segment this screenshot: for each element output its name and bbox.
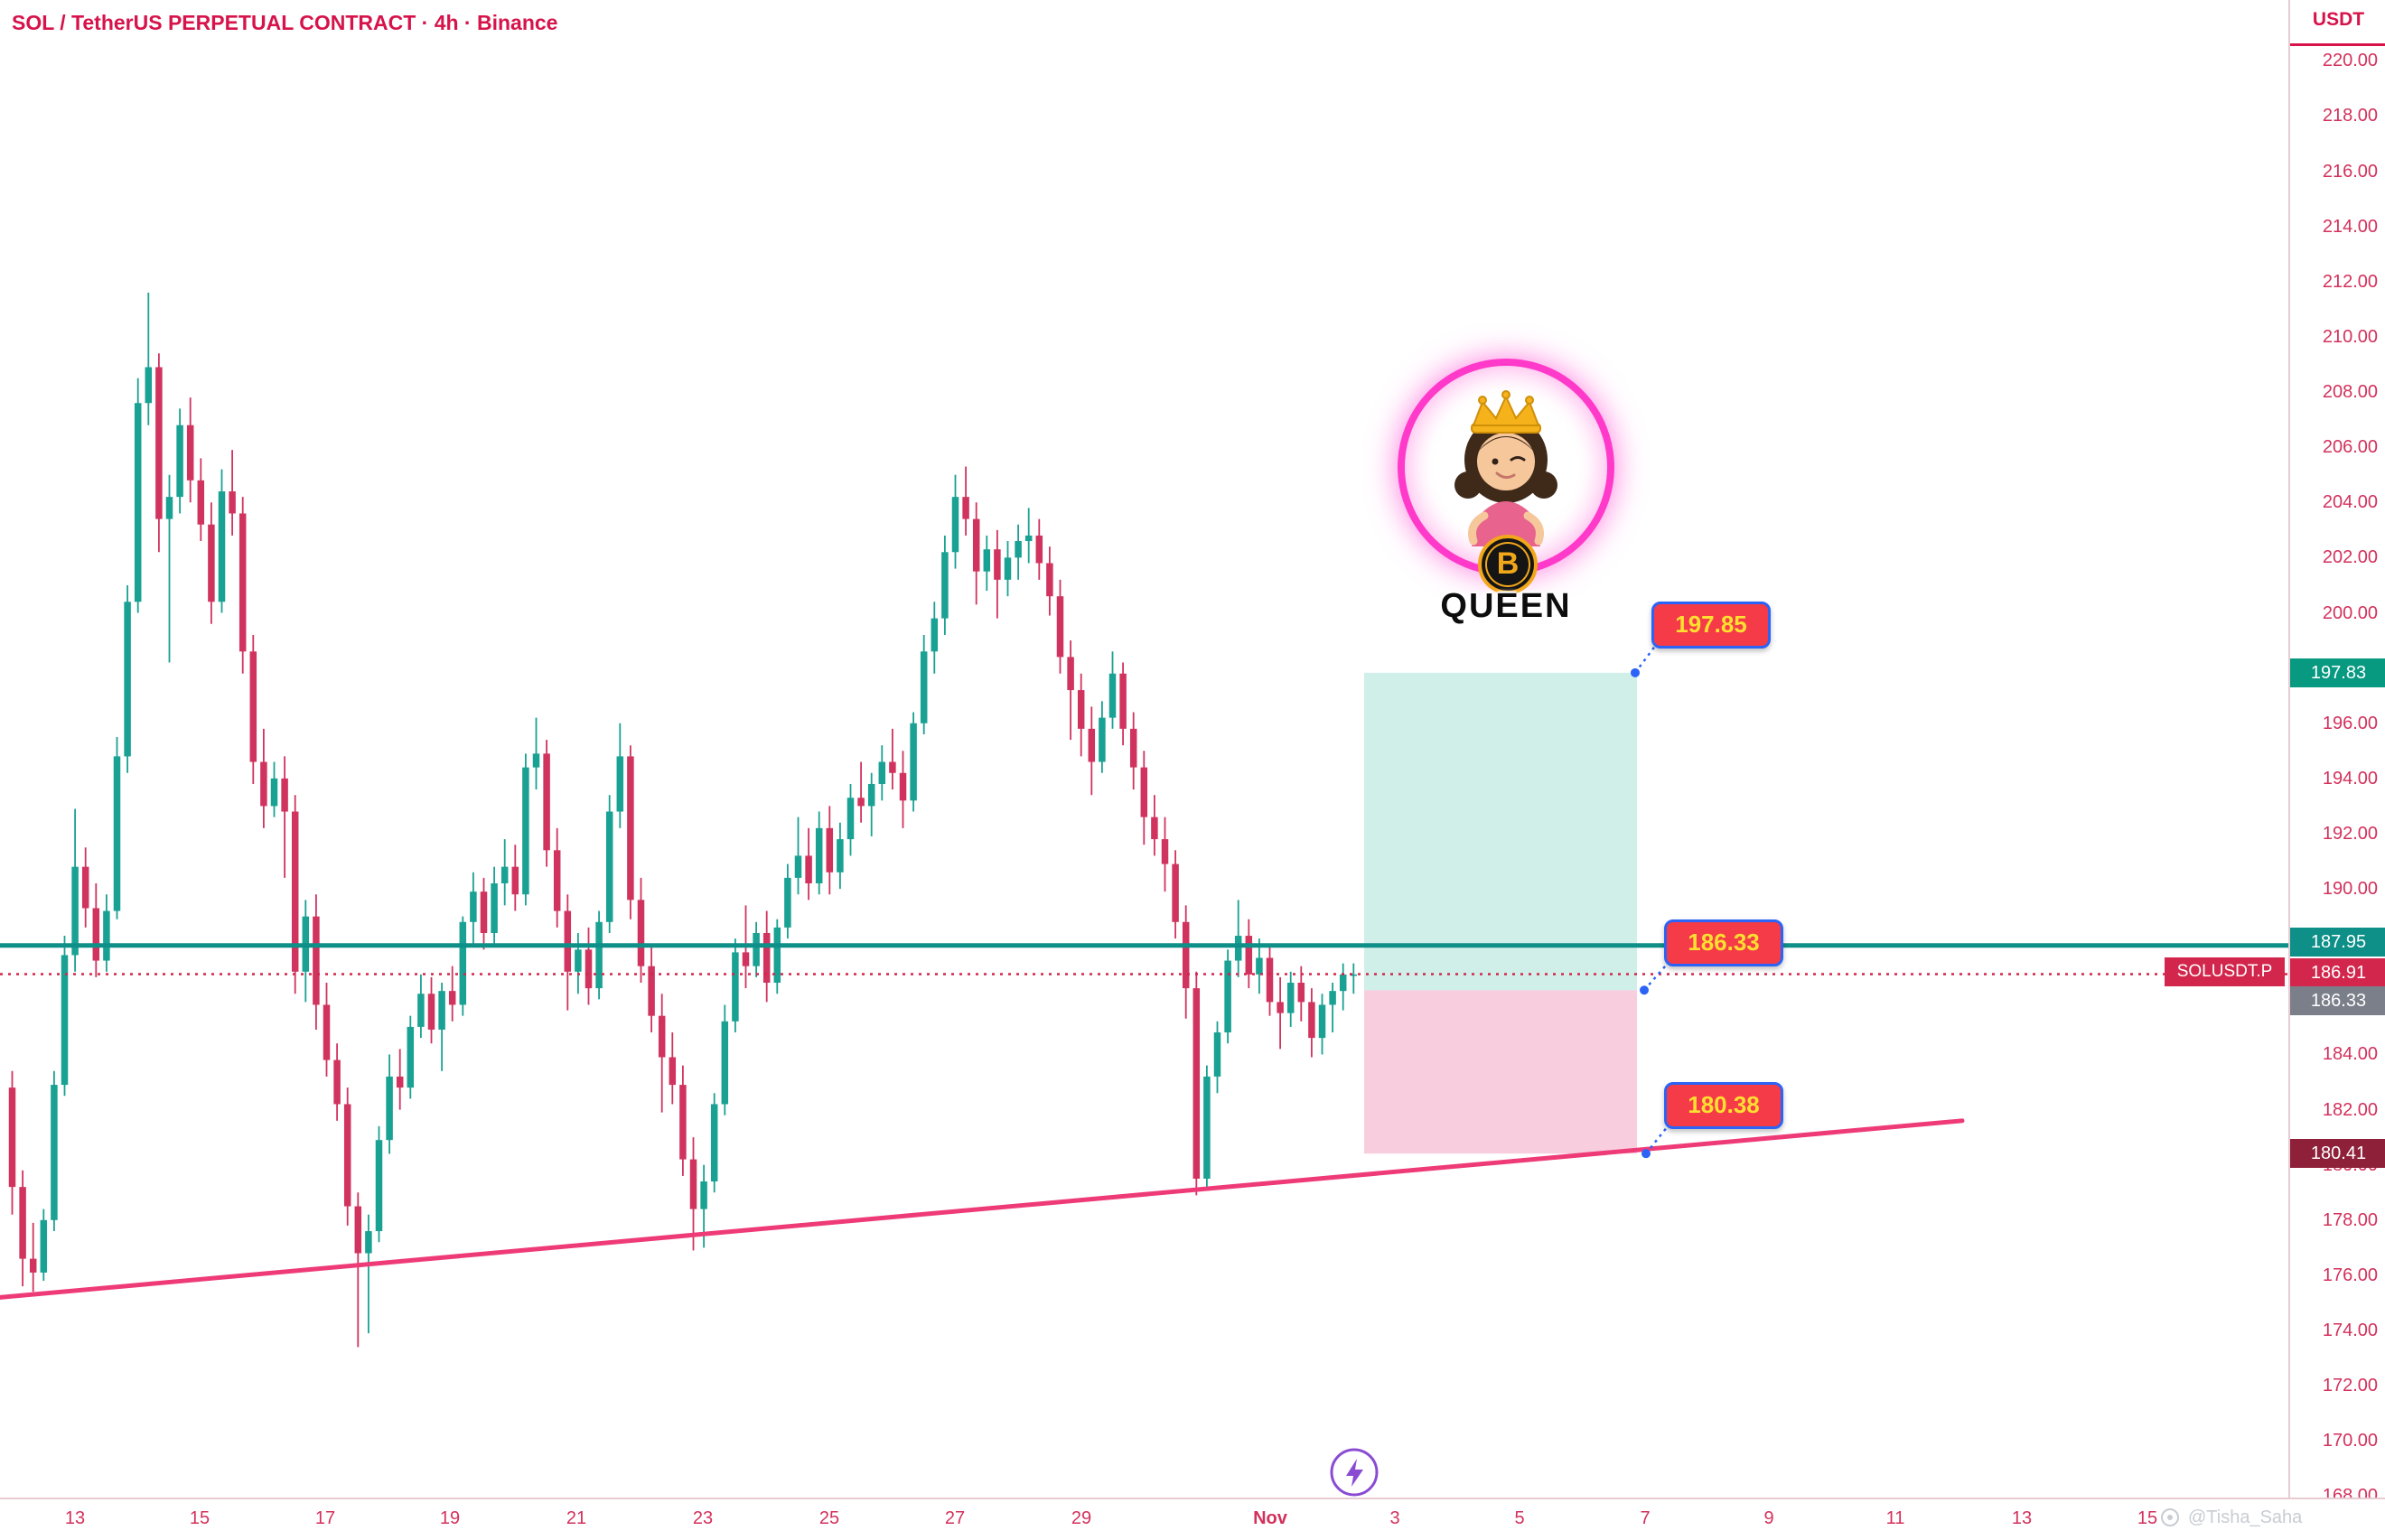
price-tick-label: 220.00 (2322, 51, 2378, 71)
bitcoin-coin-icon: B (1478, 535, 1538, 594)
price-axis[interactable]: USDT 220.00 218.00 216.00 214.00 212.00 210.0… (2288, 0, 2385, 1506)
price-tick-label: 196.00 (2322, 713, 2378, 733)
price-tick-label: 194.00 (2322, 768, 2378, 789)
queen-logo-text: QUEEN (1440, 587, 1572, 625)
time-tick-label: 7 (1640, 1508, 1651, 1528)
time-tick-label: 27 (944, 1508, 966, 1528)
time-tick-label: 9 (1763, 1508, 1774, 1528)
price-tick-label: 210.00 (2322, 326, 2378, 347)
price-axis-badge: 186.33 (2290, 986, 2385, 1016)
price-tick-label: 212.00 (2322, 271, 2378, 292)
price-tick-label: 206.00 (2322, 437, 2378, 458)
time-tick-label: 23 (692, 1508, 714, 1528)
time-tick-label: 21 (566, 1508, 587, 1528)
time-tick-label: 17 (314, 1508, 336, 1528)
time-tick-label: 13 (64, 1508, 86, 1528)
long-position-profit-zone[interactable] (1364, 672, 1637, 991)
price-tick-label: 204.00 (2322, 492, 2378, 513)
symbol-title[interactable]: SOL / TetherUS PERPETUAL CONTRACT · 4h ·… (12, 11, 558, 34)
price-axis-badge: 186.91 (2290, 957, 2385, 987)
long-position-loss-zone[interactable] (1364, 990, 1637, 1154)
time-tick-label: 29 (1071, 1508, 1092, 1528)
time-axis[interactable]: 13 15 17 19 21 23 25 27 29 Nov 3 5 7 9 11 13 15 (0, 1498, 2385, 1540)
time-tick-label: Nov (1253, 1508, 1287, 1528)
price-tick-label: 184.00 (2322, 1044, 2378, 1065)
target-icon (2161, 1508, 2179, 1526)
time-tick-label: 15 (2137, 1508, 2158, 1528)
price-callout[interactable]: 186.33 (1664, 919, 1783, 966)
price-tick-label: 202.00 (2322, 547, 2378, 568)
price-tick-label: 216.00 (2322, 161, 2378, 182)
ascending-trendline[interactable] (0, 1118, 1965, 1300)
price-tick-label: 182.00 (2322, 1099, 2378, 1120)
time-tick-label: 11 (1885, 1508, 1905, 1528)
lightning-icon[interactable] (1329, 1447, 1380, 1498)
chart-canvas[interactable] (0, 0, 2288, 1498)
queen-logo-ring (1398, 359, 1614, 575)
price-tick-label: 176.00 (2322, 1265, 2378, 1285)
last-price-symbol-tag: SOLUSDT.P (2165, 957, 2285, 986)
currency-label: USDT (2290, 0, 2385, 46)
price-tick-label: 192.00 (2322, 823, 2378, 844)
time-tick-label: 15 (189, 1508, 210, 1528)
price-axis-badge: 187.95 (2290, 927, 2385, 957)
time-tick-label: 5 (1514, 1508, 1525, 1528)
price-tick-label: 208.00 (2322, 382, 2378, 403)
price-tick-label: 172.00 (2322, 1376, 2378, 1396)
price-axis-badge: 180.41 (2290, 1139, 2385, 1169)
time-tick-label: 3 (1389, 1508, 1400, 1528)
price-callout[interactable]: 180.38 (1664, 1082, 1783, 1129)
time-tick-label: 19 (439, 1508, 461, 1528)
candlestick-series (8, 293, 1358, 1348)
price-axis-badge: 197.83 (2290, 658, 2385, 687)
watermark: @Tisha_Saha (2159, 1507, 2302, 1528)
price-callout[interactable]: 197.85 (1651, 602, 1771, 649)
time-tick-label: 13 (2011, 1508, 2033, 1528)
price-tick-label: 178.00 (2322, 1209, 2378, 1230)
watermark-handle: @Tisha_Saha (2188, 1507, 2303, 1527)
price-tick-label: 174.00 (2322, 1321, 2378, 1341)
price-tick-label: 190.00 (2322, 879, 2378, 900)
price-tick-label: 218.00 (2322, 106, 2378, 126)
price-tick-label: 170.00 (2322, 1431, 2378, 1451)
time-tick-label: 25 (818, 1508, 840, 1528)
price-tick-label: 200.00 (2322, 602, 2378, 623)
queen-avatar-icon (1454, 390, 1557, 546)
price-tick-label: 214.00 (2322, 216, 2378, 237)
